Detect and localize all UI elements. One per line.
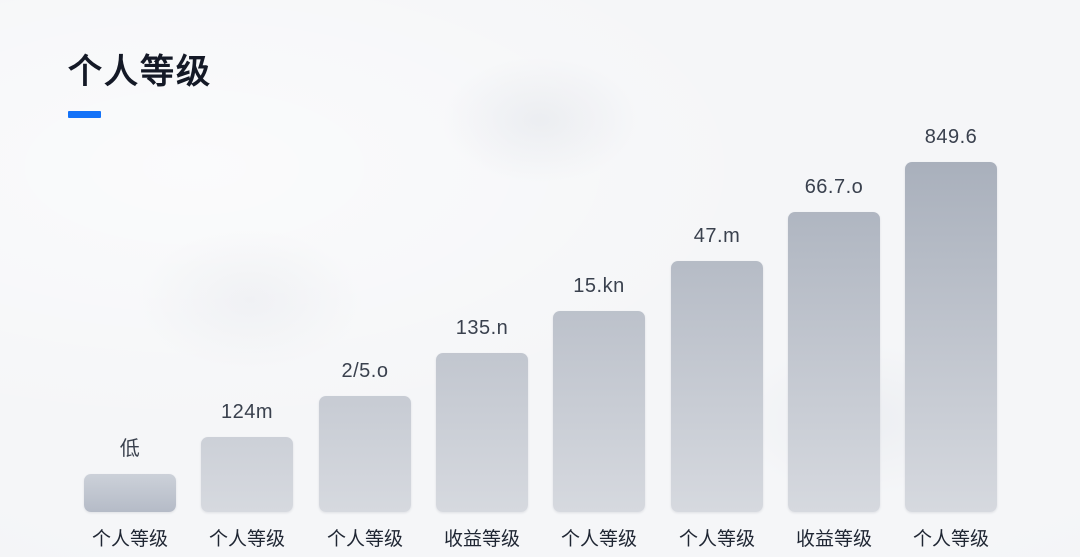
bar xyxy=(201,437,293,512)
bar xyxy=(905,162,997,512)
chart-header: 个人等级 xyxy=(68,44,212,118)
bar xyxy=(436,353,528,512)
bar-value-label: 低 xyxy=(119,438,141,460)
bar-value-label: 135.n xyxy=(455,317,509,339)
bar xyxy=(319,396,411,512)
bar-category-label: 收益等级 xyxy=(443,529,520,550)
bar-value-label: 66.7.o xyxy=(804,176,864,198)
bar-category-label: 个人等级 xyxy=(560,529,637,550)
bar xyxy=(788,212,880,512)
bar xyxy=(553,311,645,512)
bar-value-label: 124m xyxy=(220,401,274,423)
bar-category-label: 个人等级 xyxy=(208,529,285,550)
bar xyxy=(84,474,176,512)
bar-category-label: 个人等级 xyxy=(91,529,168,550)
bar-category-label: 收益等级 xyxy=(795,529,872,550)
bar-category-label: 个人等级 xyxy=(678,529,755,550)
bar-value-label: 2/5.o xyxy=(341,360,389,382)
title-accent-bar xyxy=(68,111,101,118)
bar-category-label: 个人等级 xyxy=(326,529,403,550)
bar-category-label: 个人等级 xyxy=(912,529,989,550)
bar-value-label: 15.kn xyxy=(573,275,625,297)
page-title: 个人等级 xyxy=(68,53,212,91)
bar-value-label: 849.6 xyxy=(924,126,978,148)
bar-value-label: 47.m xyxy=(693,225,741,247)
bar xyxy=(671,261,763,512)
